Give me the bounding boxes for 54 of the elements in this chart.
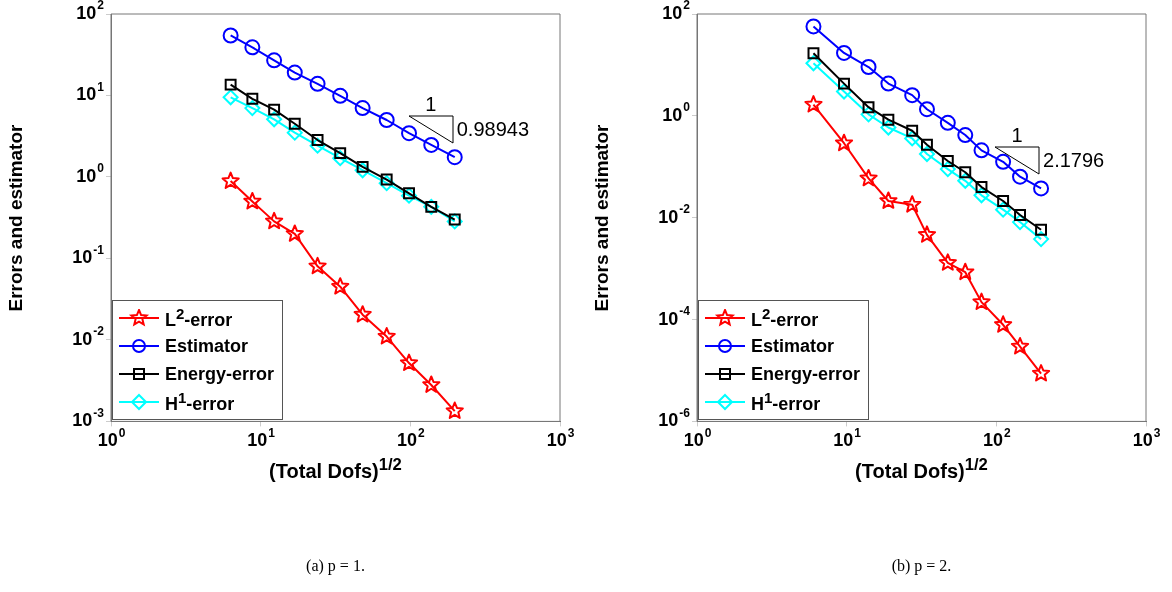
point [222,89,239,106]
point [446,149,463,166]
annotation: 1 [425,92,437,115]
point [332,150,349,167]
point [423,136,440,153]
annotation: 1 [1011,123,1023,146]
point [422,375,441,393]
point [266,52,283,69]
point [309,137,326,154]
legend-label: L$^{2}$-error [751,305,819,332]
point [331,277,350,295]
x-axis-title: (Total Dofs)$^{1/2}$ [269,455,402,484]
point [399,353,419,371]
point [378,112,395,129]
legend-label: Energy-error [165,363,275,385]
legend-label: H$^{1}$-error [751,389,821,416]
point [354,100,371,117]
annotation: 0.98943 [456,117,530,140]
point [243,191,262,210]
point [356,160,369,173]
text: (a) p = 1. [306,557,365,575]
annotation: 2.1796 [1043,148,1105,171]
point [401,187,418,204]
point [244,100,261,117]
x-axis-title: (Total Dofs)$^{1/2}$ [855,455,988,484]
point [268,103,281,116]
point [380,173,393,186]
legend-label: Energy-error [751,363,861,385]
legend-label: Estimator [751,335,835,357]
legend-label: L$^{2}$-error [165,305,233,332]
point [401,125,418,142]
point [354,162,371,179]
point [309,75,326,92]
point [308,256,327,275]
point [445,401,464,419]
legend-label: Estimator [165,335,249,357]
point [378,175,395,192]
point [246,92,259,105]
point [377,327,396,345]
y-axis-title: Errors and estimator [591,124,613,312]
point [221,171,240,189]
point [311,134,324,146]
point [448,213,461,226]
point [244,39,261,56]
point [353,305,372,323]
legend-label: H$^{1}$-error [165,389,235,416]
point [446,213,463,230]
point [265,211,284,230]
point [266,111,283,128]
point [224,78,237,91]
point [332,87,349,104]
text: (b) p = 2. [891,557,952,575]
y-axis-title: Errors and estimator [5,124,27,312]
point [222,27,239,44]
